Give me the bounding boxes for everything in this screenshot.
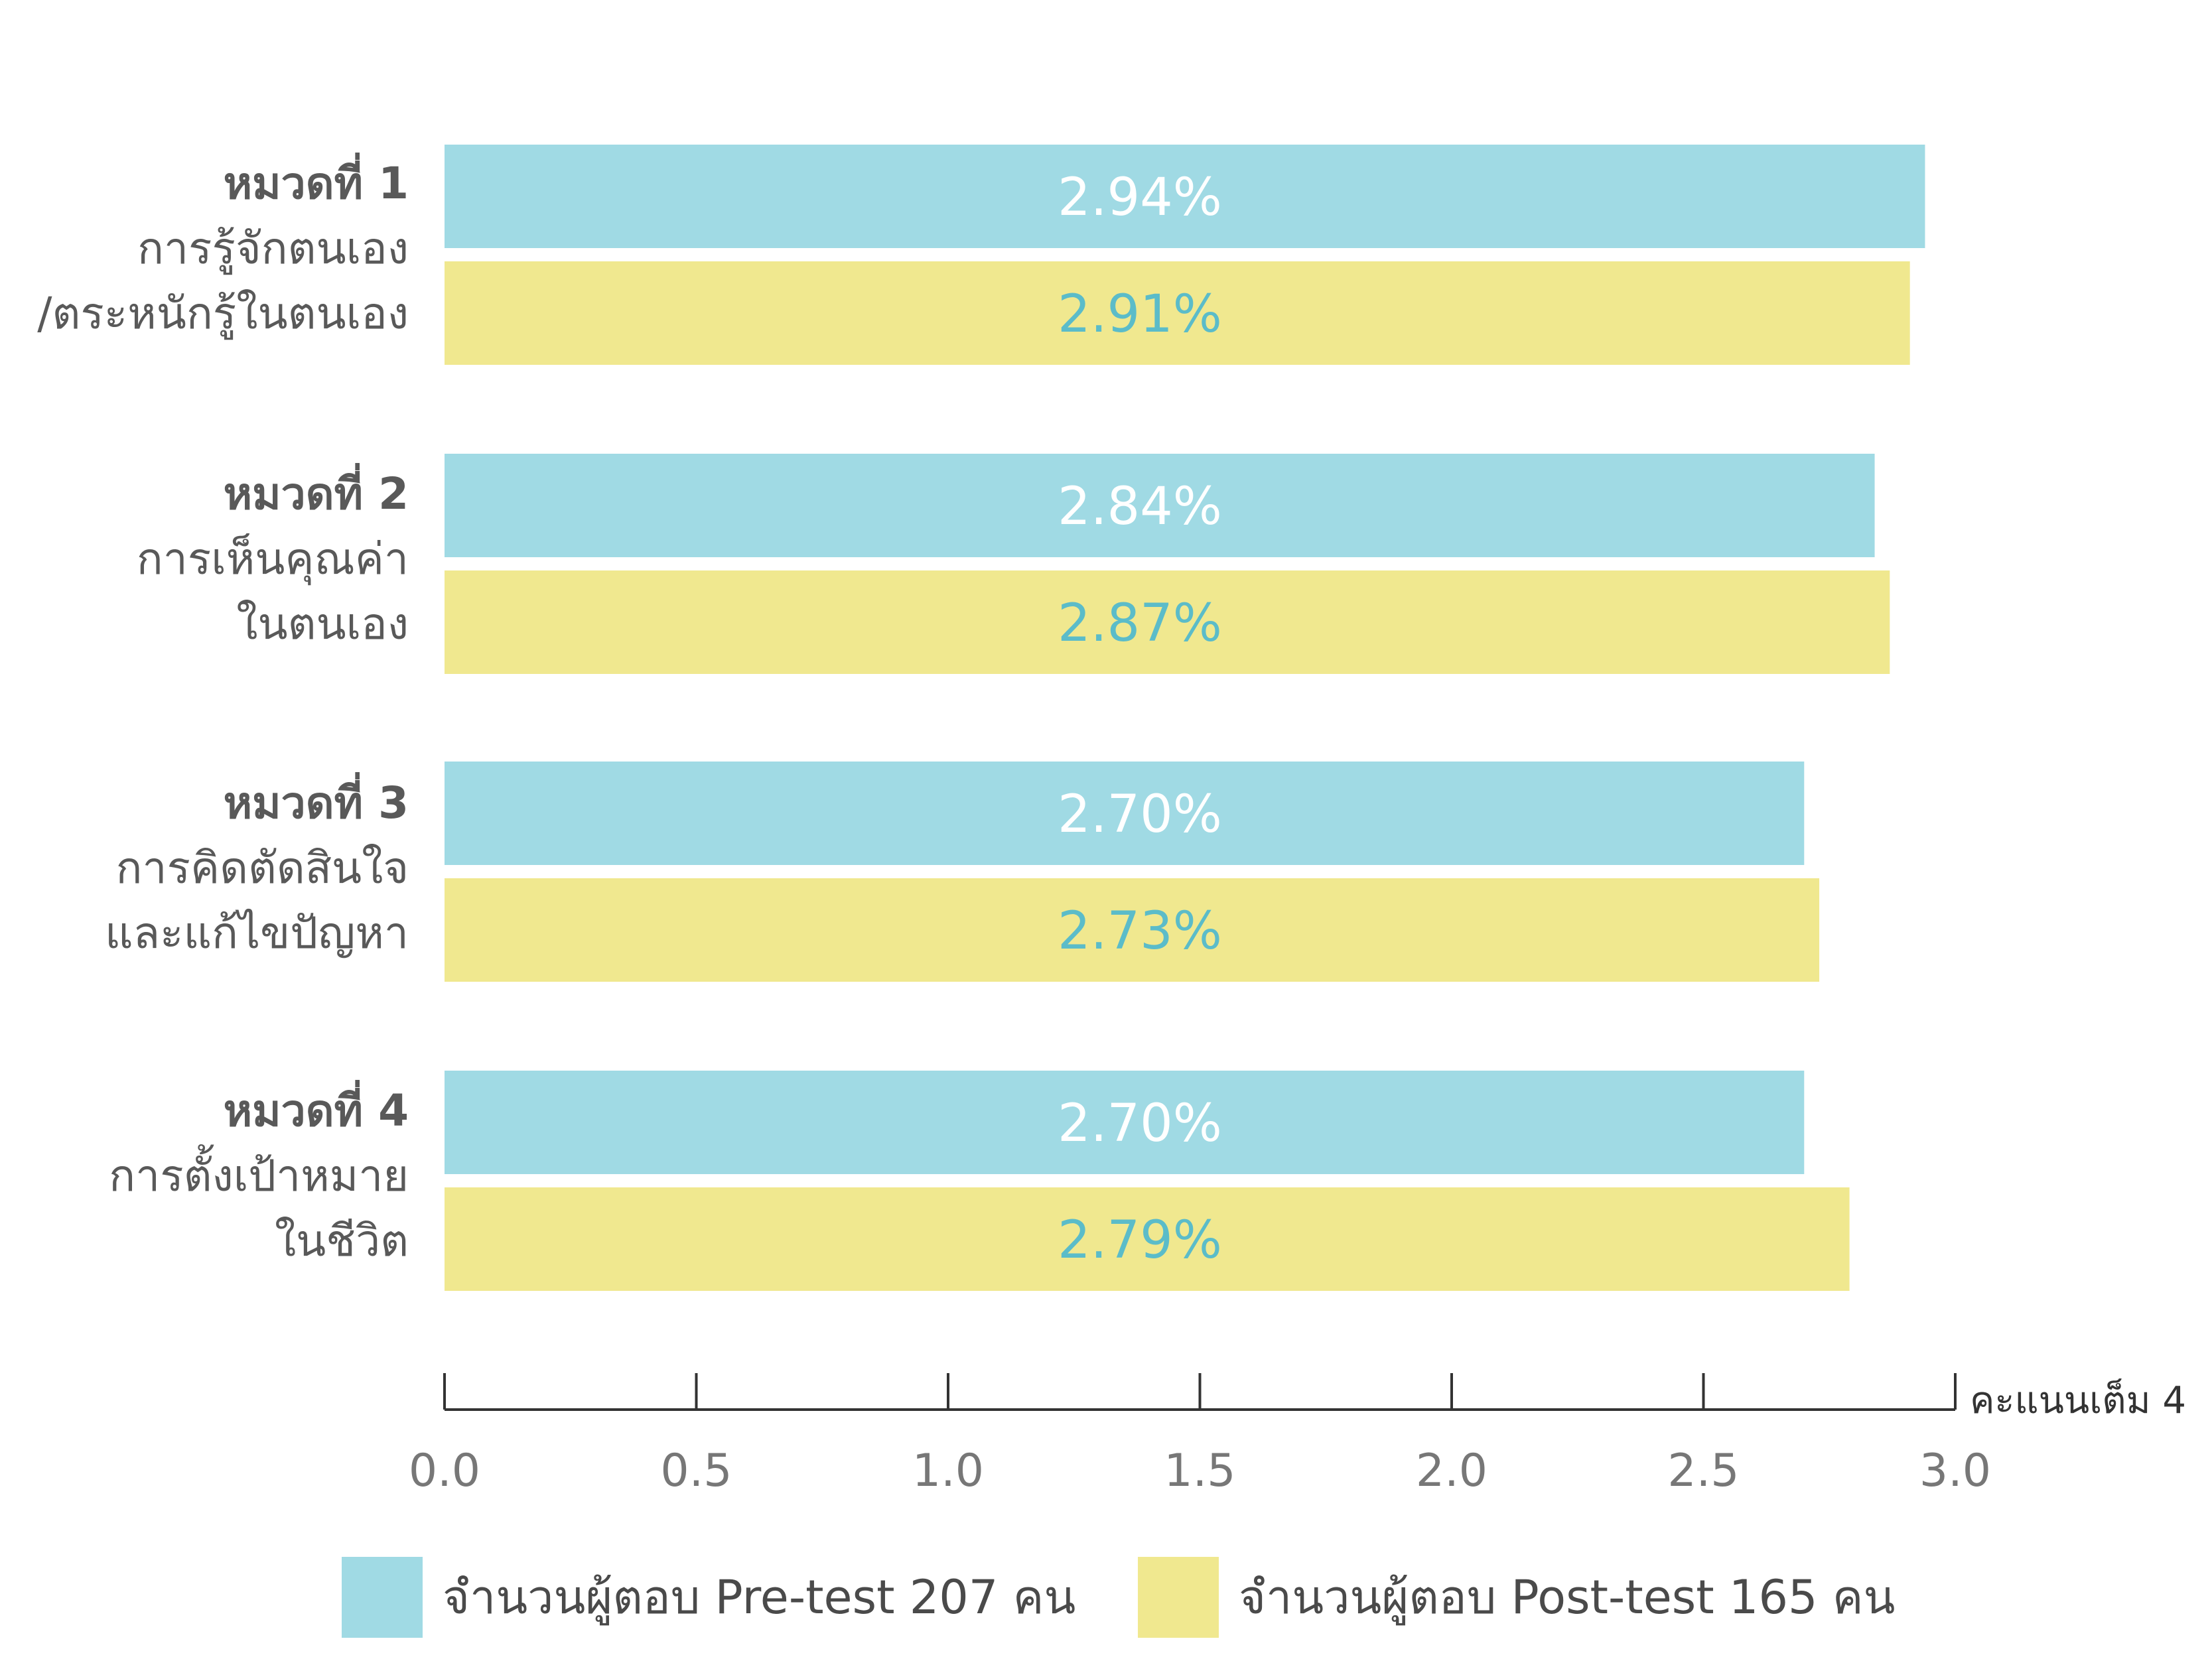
- legend-label-post-test: จำนวนผู้ตอบ Post-test 165 คน: [1239, 1570, 1896, 1625]
- category-subtitle-1-2: /ตระหนักรู้ในตนเอง: [37, 288, 409, 339]
- category-subtitle-2-1: การเห็นคุณค่า: [136, 533, 409, 584]
- legend-item-post-test: จำนวนผู้ตอบ Post-test 165 คน: [1138, 1556, 1895, 1638]
- bar-post-2: [445, 570, 1890, 674]
- legend-item-pre-test: จำนวนผู้ตอบ Pre-test 207 คน: [342, 1556, 1075, 1638]
- x-tick-label-6: 3.0: [1919, 1445, 1991, 1497]
- bar-pre-1: [445, 145, 1925, 248]
- bar-pre-2: [445, 454, 1875, 557]
- category-label-3: หมวดที่ 3 การคิดตัดสินใจและแก้ไขปัญหา: [105, 771, 409, 966]
- category-subtitle-1-1: การรู้จักตนเอง: [137, 223, 409, 274]
- x-tick-label-2: 1.0: [912, 1445, 984, 1497]
- x-tick-label-1: 0.5: [660, 1445, 732, 1497]
- legend-swatch-post-test: [1138, 1556, 1219, 1638]
- category-subtitle-4-2: ในชีวิต: [274, 1215, 409, 1266]
- x-tick-label-4: 2.0: [1416, 1445, 1487, 1497]
- category-title-1: หมวดที่ 1: [223, 158, 409, 209]
- category-subtitle-3-2: และแก้ไขปัญหา: [105, 907, 409, 959]
- data-label-post-4: 2.79%: [1058, 1211, 1222, 1270]
- data-label-pre-2: 2.84%: [1058, 477, 1222, 537]
- bar-pre-3: [445, 762, 1805, 865]
- data-label-post-3: 2.73%: [1058, 901, 1222, 961]
- category-title-4: หมวดที่ 4: [223, 1085, 409, 1136]
- category-subtitle-2-2: ในตนเอง: [236, 598, 409, 649]
- bar-pre-4: [445, 1071, 1805, 1174]
- x-tick-label-0: 0.0: [409, 1445, 480, 1497]
- bar-post-3: [445, 878, 1820, 982]
- bar-post-4: [445, 1187, 1850, 1291]
- bar-post-1: [445, 261, 1910, 365]
- category-subtitle-3-1: การคิดตัดสินใจ: [115, 842, 409, 894]
- category-label-2: หมวดที่ 2 การเห็นคุณค่าในตนเอง: [137, 462, 409, 657]
- data-label-post-1: 2.91%: [1058, 285, 1222, 344]
- category-title-2: หมวดที่ 2: [223, 468, 409, 519]
- x-tick-label-5: 2.5: [1667, 1445, 1739, 1497]
- data-label-pre-4: 2.70%: [1058, 1094, 1222, 1154]
- legend-swatch-pre-test: [342, 1556, 423, 1638]
- data-label-pre-3: 2.70%: [1058, 785, 1222, 844]
- x-tick-label-3: 1.5: [1164, 1445, 1235, 1497]
- category-label-1: หมวดที่ 1 การรู้จักตนเอง/ตระหนักรู้ในตนเอ…: [37, 151, 409, 346]
- category-label-4: หมวดที่ 4 การตั้งเป้าหมายในชีวิต: [109, 1079, 409, 1274]
- data-label-pre-1: 2.94%: [1058, 168, 1222, 228]
- data-label-post-2: 2.87%: [1058, 594, 1222, 653]
- x-axis-title: คะแนนเต็ม 4: [1970, 1378, 2186, 1422]
- category-title-3: หมวดที่ 3: [223, 777, 409, 829]
- legend-label-pre-test: จำนวนผู้ตอบ Pre-test 207 คน: [443, 1570, 1076, 1625]
- category-subtitle-4-1: การตั้งเป้าหมาย: [109, 1150, 409, 1201]
